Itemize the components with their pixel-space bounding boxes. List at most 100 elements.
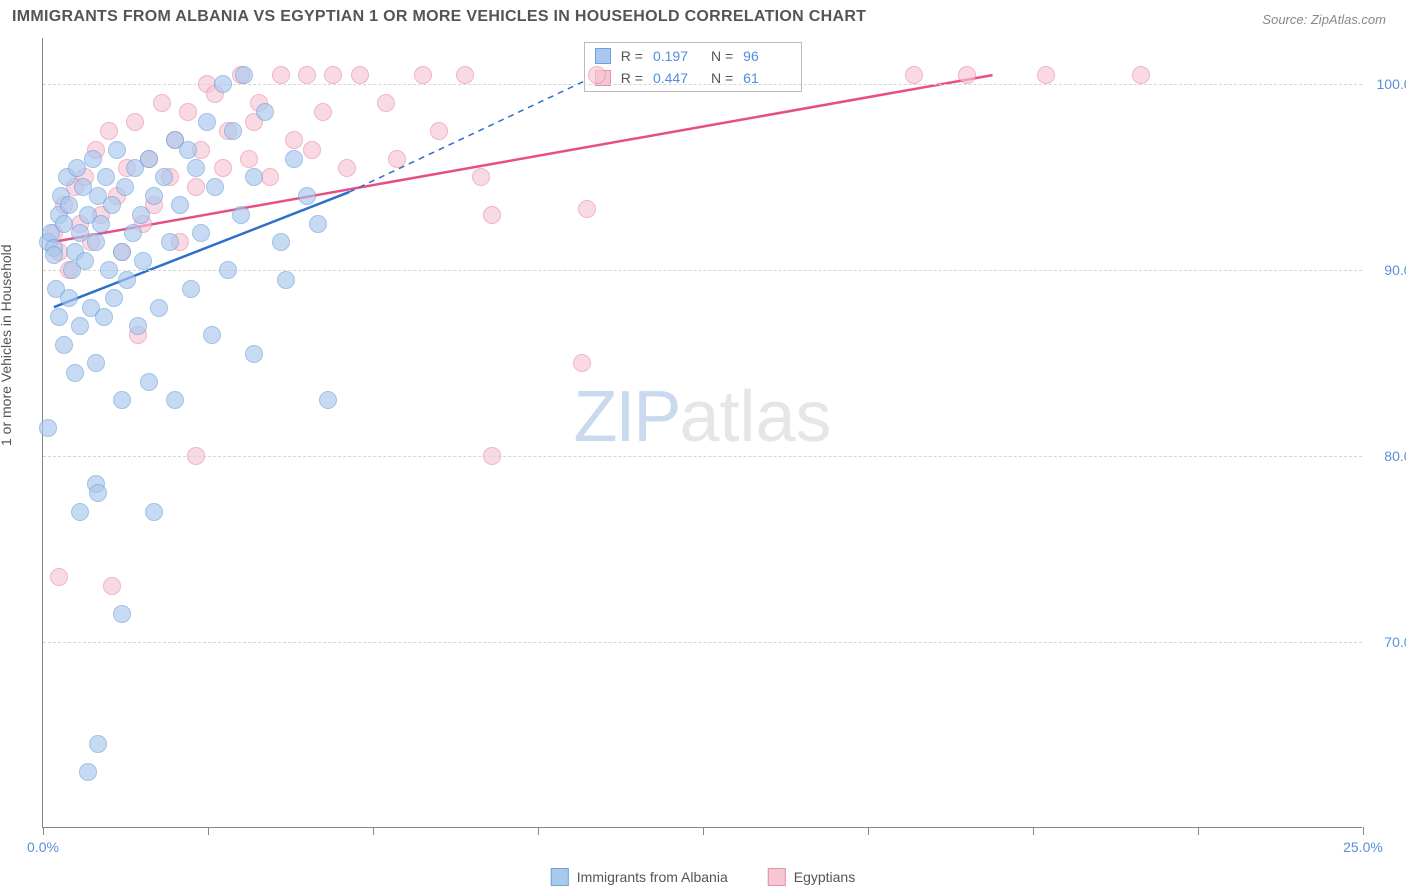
scatter-point-albania xyxy=(95,308,113,326)
x-tick xyxy=(1363,827,1364,835)
scatter-point-albania xyxy=(179,141,197,159)
x-tick xyxy=(43,827,44,835)
scatter-point-albania xyxy=(198,113,216,131)
scatter-point-egyptian xyxy=(456,66,474,84)
scatter-point-albania xyxy=(187,159,205,177)
scatter-point-egyptian xyxy=(187,447,205,465)
scatter-point-egyptian xyxy=(483,206,501,224)
scatter-point-albania xyxy=(166,391,184,409)
scatter-point-albania xyxy=(108,141,126,159)
scatter-point-albania xyxy=(105,289,123,307)
scatter-point-albania xyxy=(71,317,89,335)
bottom-legend: Immigrants from Albania Egyptians xyxy=(551,868,855,886)
scatter-point-egyptian xyxy=(388,150,406,168)
scatter-point-albania xyxy=(39,419,57,437)
scatter-point-albania xyxy=(87,233,105,251)
scatter-point-egyptian xyxy=(1132,66,1150,84)
legend-item-albania: Immigrants from Albania xyxy=(551,868,728,886)
scatter-point-albania xyxy=(76,252,94,270)
watermark-part1: ZIP xyxy=(573,377,679,457)
stats-row-albania: R =0.197N =96 xyxy=(585,45,801,67)
scatter-point-albania xyxy=(145,503,163,521)
scatter-point-egyptian xyxy=(472,168,490,186)
scatter-point-albania xyxy=(113,391,131,409)
scatter-point-albania xyxy=(124,224,142,242)
scatter-point-albania xyxy=(79,763,97,781)
scatter-point-albania xyxy=(132,206,150,224)
scatter-point-egyptian xyxy=(272,66,290,84)
scatter-point-albania xyxy=(103,196,121,214)
x-tick xyxy=(868,827,869,835)
scatter-point-albania xyxy=(87,354,105,372)
scatter-point-albania xyxy=(182,280,200,298)
stats-n-label: N = xyxy=(711,48,733,64)
scatter-point-albania xyxy=(55,336,73,354)
x-tick xyxy=(538,827,539,835)
x-tick xyxy=(373,827,374,835)
scatter-point-albania xyxy=(134,252,152,270)
scatter-point-albania xyxy=(145,187,163,205)
legend-label-albania: Immigrants from Albania xyxy=(577,869,728,885)
scatter-point-albania xyxy=(298,187,316,205)
x-tick-label: 25.0% xyxy=(1343,839,1383,855)
x-tick xyxy=(208,827,209,835)
scatter-point-albania xyxy=(116,178,134,196)
y-tick-label: 100.0% xyxy=(1377,76,1406,92)
scatter-point-albania xyxy=(272,233,290,251)
scatter-point-egyptian xyxy=(126,113,144,131)
scatter-point-egyptian xyxy=(103,577,121,595)
x-tick xyxy=(1198,827,1199,835)
scatter-point-egyptian xyxy=(1037,66,1055,84)
scatter-point-egyptian xyxy=(298,66,316,84)
y-tick-label: 90.0% xyxy=(1384,262,1406,278)
scatter-point-egyptian xyxy=(303,141,321,159)
x-tick xyxy=(703,827,704,835)
scatter-point-albania xyxy=(84,150,102,168)
scatter-point-albania xyxy=(245,168,263,186)
scatter-point-egyptian xyxy=(377,94,395,112)
scatter-point-albania xyxy=(192,224,210,242)
scatter-point-albania xyxy=(113,605,131,623)
scatter-point-albania xyxy=(232,206,250,224)
scatter-point-albania xyxy=(171,196,189,214)
scatter-point-albania xyxy=(118,271,136,289)
chart-title: IMMIGRANTS FROM ALBANIA VS EGYPTIAN 1 OR… xyxy=(12,8,866,26)
scatter-point-albania xyxy=(285,150,303,168)
scatter-point-albania xyxy=(97,168,115,186)
scatter-point-albania xyxy=(319,391,337,409)
scatter-point-albania xyxy=(214,75,232,93)
watermark-part2: atlas xyxy=(679,377,831,457)
scatter-point-egyptian xyxy=(261,168,279,186)
stats-swatch xyxy=(595,48,611,64)
scatter-point-albania xyxy=(309,215,327,233)
scatter-point-egyptian xyxy=(430,122,448,140)
scatter-point-albania xyxy=(129,317,147,335)
scatter-point-albania xyxy=(60,196,78,214)
scatter-point-egyptian xyxy=(414,66,432,84)
scatter-plot-area: ZIPatlas R =0.197N =96R =0.447N =61 70.0… xyxy=(42,38,1362,828)
scatter-point-egyptian xyxy=(483,447,501,465)
scatter-point-albania xyxy=(71,503,89,521)
scatter-point-egyptian xyxy=(179,103,197,121)
scatter-point-egyptian xyxy=(958,66,976,84)
scatter-point-albania xyxy=(277,271,295,289)
legend-swatch-albania xyxy=(551,868,569,886)
scatter-point-albania xyxy=(140,150,158,168)
scatter-point-egyptian xyxy=(573,354,591,372)
scatter-point-albania xyxy=(245,345,263,363)
stats-n-value: 96 xyxy=(743,48,791,64)
scatter-point-albania xyxy=(219,261,237,279)
scatter-point-egyptian xyxy=(50,568,68,586)
scatter-point-albania xyxy=(60,289,78,307)
stats-r-value: 0.197 xyxy=(653,48,701,64)
scatter-point-egyptian xyxy=(153,94,171,112)
source-attribution: Source: ZipAtlas.com xyxy=(1262,12,1386,27)
gridline-horizontal xyxy=(43,84,1362,85)
scatter-point-albania xyxy=(140,373,158,391)
scatter-point-egyptian xyxy=(588,66,606,84)
watermark: ZIPatlas xyxy=(573,376,831,458)
scatter-point-albania xyxy=(100,261,118,279)
scatter-point-albania xyxy=(256,103,274,121)
scatter-point-albania xyxy=(206,178,224,196)
scatter-point-egyptian xyxy=(314,103,332,121)
